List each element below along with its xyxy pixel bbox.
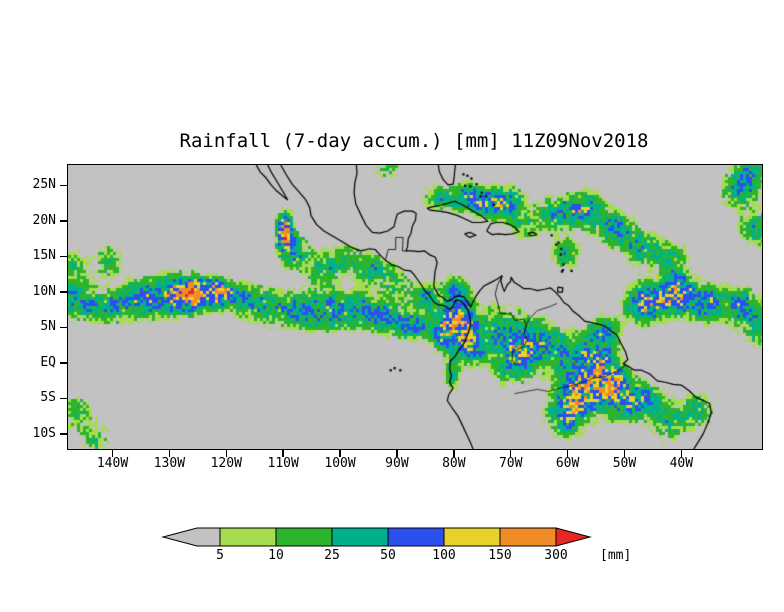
x-tick-label: 120W	[210, 456, 242, 471]
y-tick-label: 25N	[32, 177, 56, 193]
colorbar-tick-label: 5	[216, 548, 224, 563]
y-tick-mark	[60, 291, 67, 293]
x-tick-mark	[623, 449, 626, 457]
x-tick-label: 80W	[442, 456, 466, 471]
colorbar-segment	[275, 527, 333, 547]
y-tick-mark	[60, 220, 67, 222]
map-frame	[67, 164, 763, 450]
colorbar-tick-label: 150	[488, 548, 512, 563]
x-tick-mark	[339, 449, 341, 457]
x-tick-mark	[680, 449, 683, 457]
x-tick-mark	[225, 449, 228, 457]
y-tick-label: 10N	[32, 283, 56, 299]
colorbar-tick-label: 25	[324, 548, 340, 563]
colorbar-above-arrow	[555, 527, 592, 547]
x-tick-label: 130W	[153, 456, 186, 471]
y-tick-label: 5S	[40, 390, 56, 406]
x-tick-mark	[282, 449, 284, 457]
colorbar-segment	[443, 527, 501, 547]
x-tick-mark	[396, 449, 398, 457]
x-tick-mark	[509, 449, 512, 457]
x-tick-label: 50W	[612, 456, 637, 471]
colorbar-segment	[219, 527, 277, 547]
x-tick-mark	[566, 449, 569, 457]
y-tick-label: 15N	[32, 248, 56, 264]
x-tick-mark	[453, 449, 455, 457]
y-tick-label: 5N	[40, 319, 56, 335]
colorbar	[161, 527, 592, 547]
x-tick-label: 40W	[669, 456, 694, 471]
y-tick-mark	[60, 433, 67, 435]
chart-title: Rainfall (7-day accum.) [mm] 11Z09Nov201…	[179, 130, 649, 152]
y-tick-mark	[60, 184, 67, 187]
colorbar-segment	[499, 527, 557, 547]
x-tick-label: 60W	[555, 456, 580, 471]
y-tick-mark	[60, 255, 67, 258]
x-tick-label: 90W	[385, 456, 409, 471]
y-tick-label: 10S	[32, 425, 56, 441]
x-tick-label: 70W	[498, 456, 523, 471]
x-tick-label: 110W	[267, 456, 299, 471]
colorbar-units-label: [mm]	[600, 548, 632, 563]
colorbar-tick-label: 300	[544, 548, 568, 563]
colorbar-segment	[331, 527, 389, 547]
y-tick-label: EQ	[40, 354, 56, 370]
colorbar-tick-label: 10	[268, 548, 284, 563]
y-tick-mark	[60, 397, 67, 400]
x-tick-label: 100W	[324, 456, 356, 471]
y-tick-label: 20N	[32, 212, 56, 228]
rainfall-map-canvas	[68, 165, 762, 449]
colorbar-below-arrow	[161, 527, 221, 547]
x-tick-mark	[111, 449, 114, 457]
x-tick-label: 140W	[96, 456, 129, 471]
y-tick-mark	[60, 326, 67, 329]
colorbar-tick-label: 50	[380, 548, 396, 563]
y-tick-mark	[60, 362, 67, 364]
colorbar-segment	[387, 527, 445, 547]
colorbar-tick-label: 100	[432, 548, 456, 563]
x-tick-mark	[168, 449, 171, 457]
